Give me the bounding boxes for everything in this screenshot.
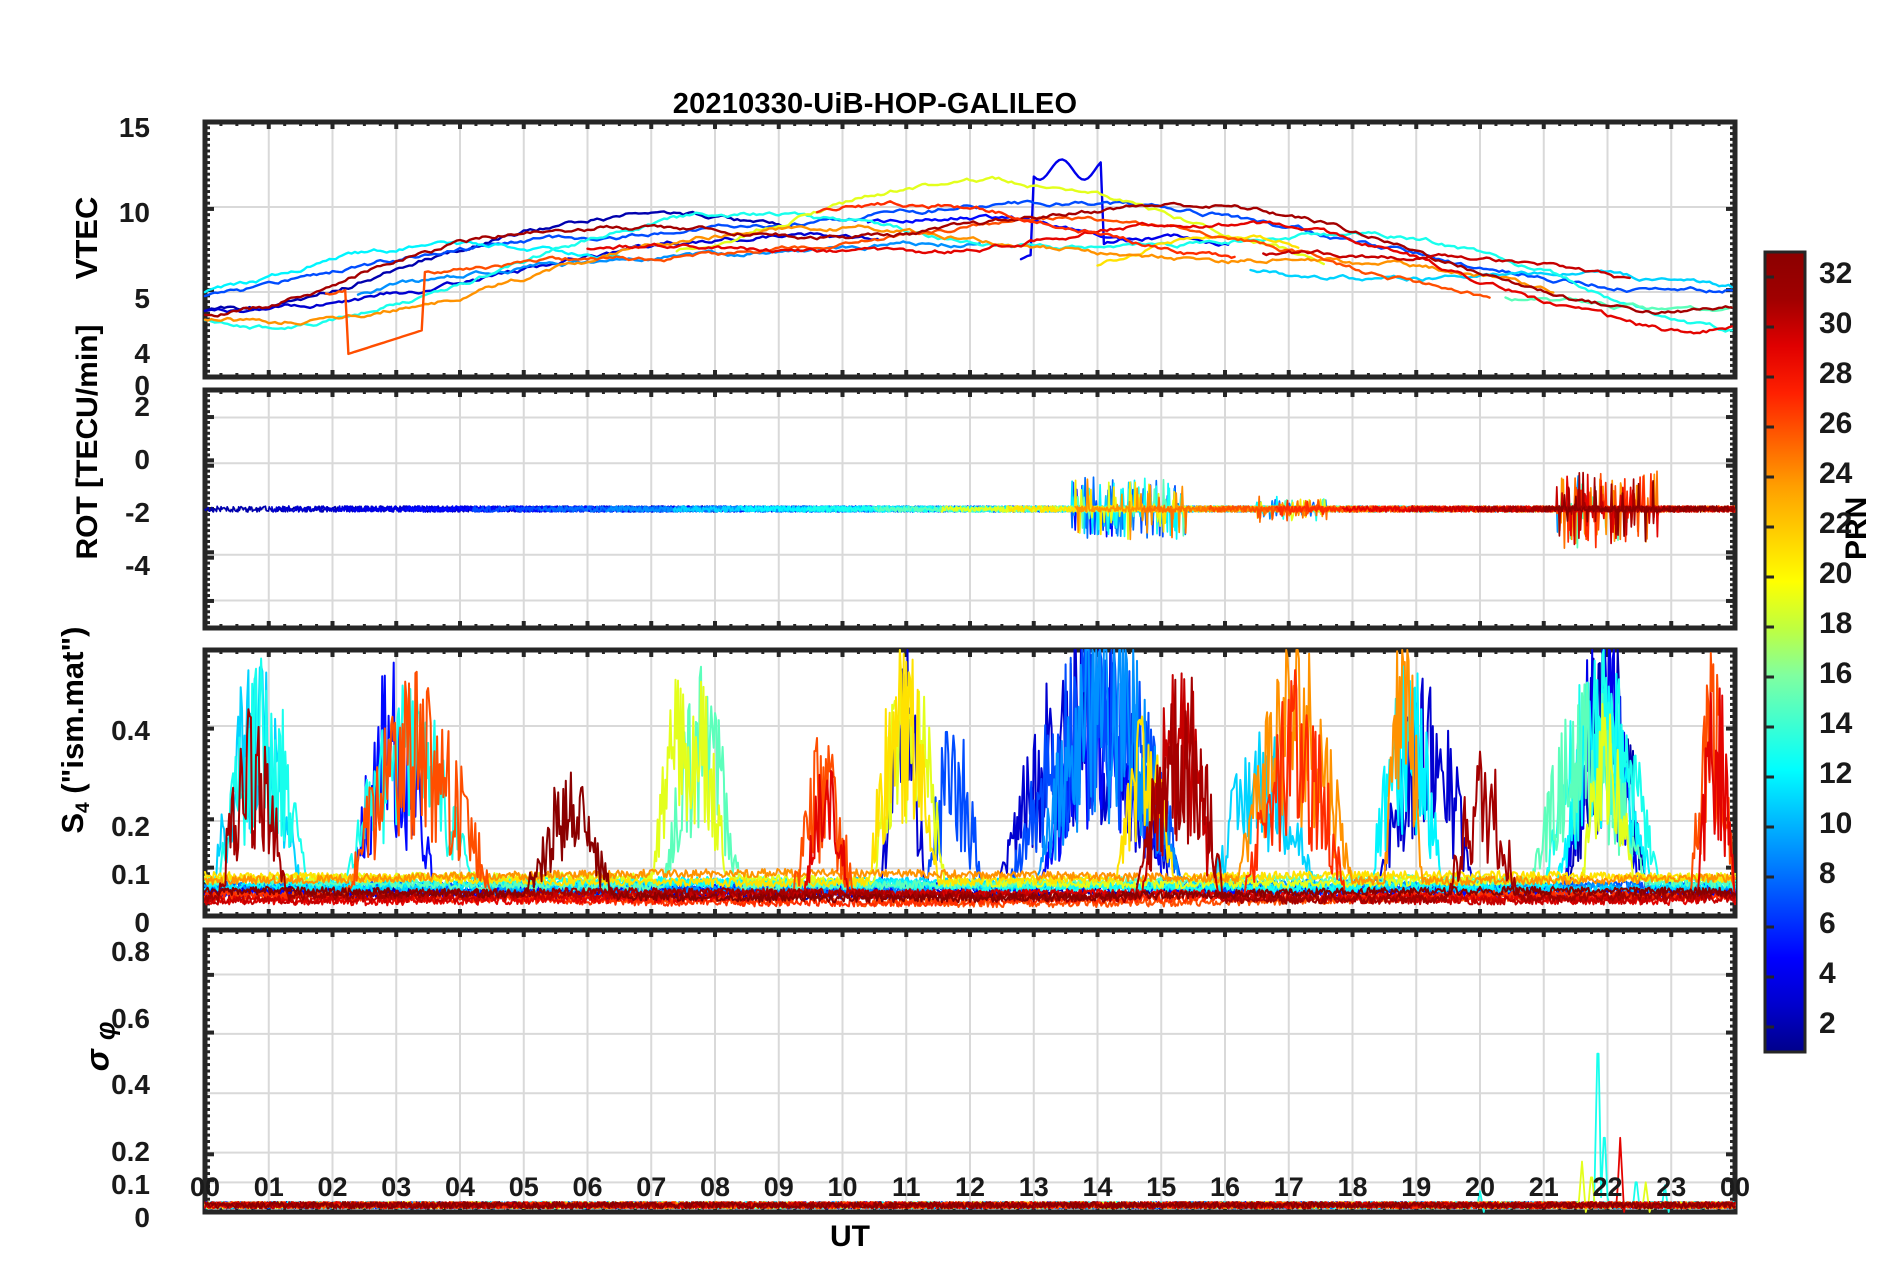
x-tick-17-17: 17 xyxy=(1273,1172,1304,1202)
sigmaphi-tick-01: 0.1 xyxy=(111,1169,150,1200)
x-tick-07-7: 07 xyxy=(636,1172,667,1202)
trace-s4-prn24 xyxy=(204,649,1736,886)
trace-sigmaphi-prn33 xyxy=(204,1201,1736,1210)
x-tick-06-6: 06 xyxy=(572,1172,603,1202)
figure-title: 20210330-UiB-HOP-GALILEO xyxy=(672,88,1078,120)
trace-vtec-prn24 xyxy=(203,224,1555,326)
colorbar-ticklabel-6: 6 xyxy=(1819,907,1836,940)
x-tick-14-14: 14 xyxy=(1082,1172,1113,1202)
colorbar-ticklabel-10: 10 xyxy=(1819,807,1853,840)
x-tick-09-9: 09 xyxy=(763,1172,794,1202)
colorbar-ticklabel-24: 24 xyxy=(1819,457,1853,490)
colorbar-ticklabel-28: 28 xyxy=(1819,357,1853,390)
x-tick-01-1: 01 xyxy=(253,1172,284,1202)
colorbar-ticklabel-32: 32 xyxy=(1819,257,1853,290)
s4-tick-01: 0.1 xyxy=(111,859,150,890)
x-tick-19-19: 19 xyxy=(1401,1172,1432,1202)
s4-tick-04: 0.4 xyxy=(111,715,150,746)
vtec-tick-10: 10 xyxy=(118,197,150,228)
rot-tick-n2: -2 xyxy=(125,497,150,528)
colorbar-ticklabel-12: 12 xyxy=(1819,757,1853,790)
x-tick-12-12: 12 xyxy=(954,1172,986,1202)
x-tick-04-4: 04 xyxy=(444,1172,476,1202)
trace-vtec-prn29 xyxy=(586,220,1733,335)
rot-tick-2: 2 xyxy=(134,391,150,422)
x-tick-23-23: 23 xyxy=(1656,1172,1687,1202)
trace-rot-prn33 xyxy=(1542,479,1736,543)
rot-tick-n4: -4 xyxy=(125,550,150,581)
sigmaphi-tick-0: 0 xyxy=(134,1202,150,1233)
x-tick-21-21: 21 xyxy=(1528,1172,1559,1202)
sigmaphi-tick-04: 0.4 xyxy=(111,1069,150,1100)
rot-tick-0: 0 xyxy=(134,444,150,475)
colorbar-ticklabel-16: 16 xyxy=(1819,657,1853,690)
x-axis-label: UT xyxy=(830,1220,870,1253)
sigmaphi-tick-06: 0.6 xyxy=(111,1003,150,1034)
panel-frame-vtec xyxy=(202,119,1738,380)
colorbar-ticklabel-26: 26 xyxy=(1819,407,1853,440)
rot-axis-label: ROT [TECU/min] xyxy=(71,324,104,560)
colorbar-ticklabel-20: 20 xyxy=(1819,557,1853,590)
colorbar-ticklabel-4: 4 xyxy=(1819,957,1836,990)
trace-vtec-prn19 xyxy=(675,175,1325,266)
x-tick-15-15: 15 xyxy=(1146,1172,1177,1202)
vtec-tick-5: 5 xyxy=(134,283,150,314)
x-tick-16-16: 16 xyxy=(1209,1172,1241,1202)
x-tick-13-13: 13 xyxy=(1018,1172,1049,1202)
x-tick-22-22: 22 xyxy=(1592,1172,1623,1202)
trace-vtec-prn27 xyxy=(815,200,1236,259)
x-tick-20-20: 20 xyxy=(1464,1172,1496,1202)
panel-s4 xyxy=(202,647,1738,919)
colorbar-ticklabel-30: 30 xyxy=(1819,307,1853,340)
trace-s4-prn31 xyxy=(204,676,1736,905)
x-tick-02-2: 02 xyxy=(317,1172,348,1202)
colorbar-ticklabel-8: 8 xyxy=(1819,857,1836,890)
vtec-tick-0: 0 xyxy=(134,370,150,401)
trace-s4-prn33 xyxy=(204,771,1736,904)
trace-vtec-prn30 xyxy=(1262,249,1631,280)
colorbar-ticklabel-22: 22 xyxy=(1819,507,1853,540)
trace-vtec-prn3 xyxy=(203,231,879,314)
x-tick-03-3: 03 xyxy=(381,1172,412,1202)
trace-vtec-prn13 xyxy=(203,211,1733,333)
x-tick-10-10: 10 xyxy=(827,1172,858,1202)
trace-vtec-prn7 xyxy=(203,199,1733,298)
sigmaphi-tick-02: 0.2 xyxy=(111,1136,150,1167)
x-tick-08-8: 08 xyxy=(699,1172,731,1202)
x-tick-11-11: 11 xyxy=(891,1172,921,1202)
trace-vtec-prn12 xyxy=(203,240,621,294)
x-tick-18-18: 18 xyxy=(1337,1172,1368,1202)
panel-frame-sigmaphi xyxy=(202,927,1738,1215)
sigmaphi-tick-08: 0.8 xyxy=(111,936,150,967)
x-tick-05-5: 05 xyxy=(508,1172,539,1202)
colorbar-ticklabel-14: 14 xyxy=(1819,707,1853,740)
colorbar-ticklabel-2: 2 xyxy=(1819,1007,1836,1040)
trace-vtec-prn11 xyxy=(1249,268,1733,289)
panel-frame-s4 xyxy=(202,647,1738,919)
s4-tick-0: 0 xyxy=(134,907,150,938)
s4-tick-02: 0.2 xyxy=(111,811,150,842)
panel-sigmaphi xyxy=(202,927,1738,1215)
trace-s4-prn29 xyxy=(204,687,1736,907)
trace-vtec-prn9 xyxy=(356,240,981,296)
trace-vtec-prn31 xyxy=(203,201,1733,318)
x-tick-00-24: 00 xyxy=(1719,1172,1751,1202)
colorbar[interactable] xyxy=(1763,250,1807,1054)
vtec-tick-15: 15 xyxy=(118,112,150,143)
x-tick-00-0: 00 xyxy=(189,1172,221,1202)
panel-vtec xyxy=(202,119,1738,380)
colorbar-ticklabel-18: 18 xyxy=(1819,607,1853,640)
rot-tick-4: 4 xyxy=(134,338,150,369)
